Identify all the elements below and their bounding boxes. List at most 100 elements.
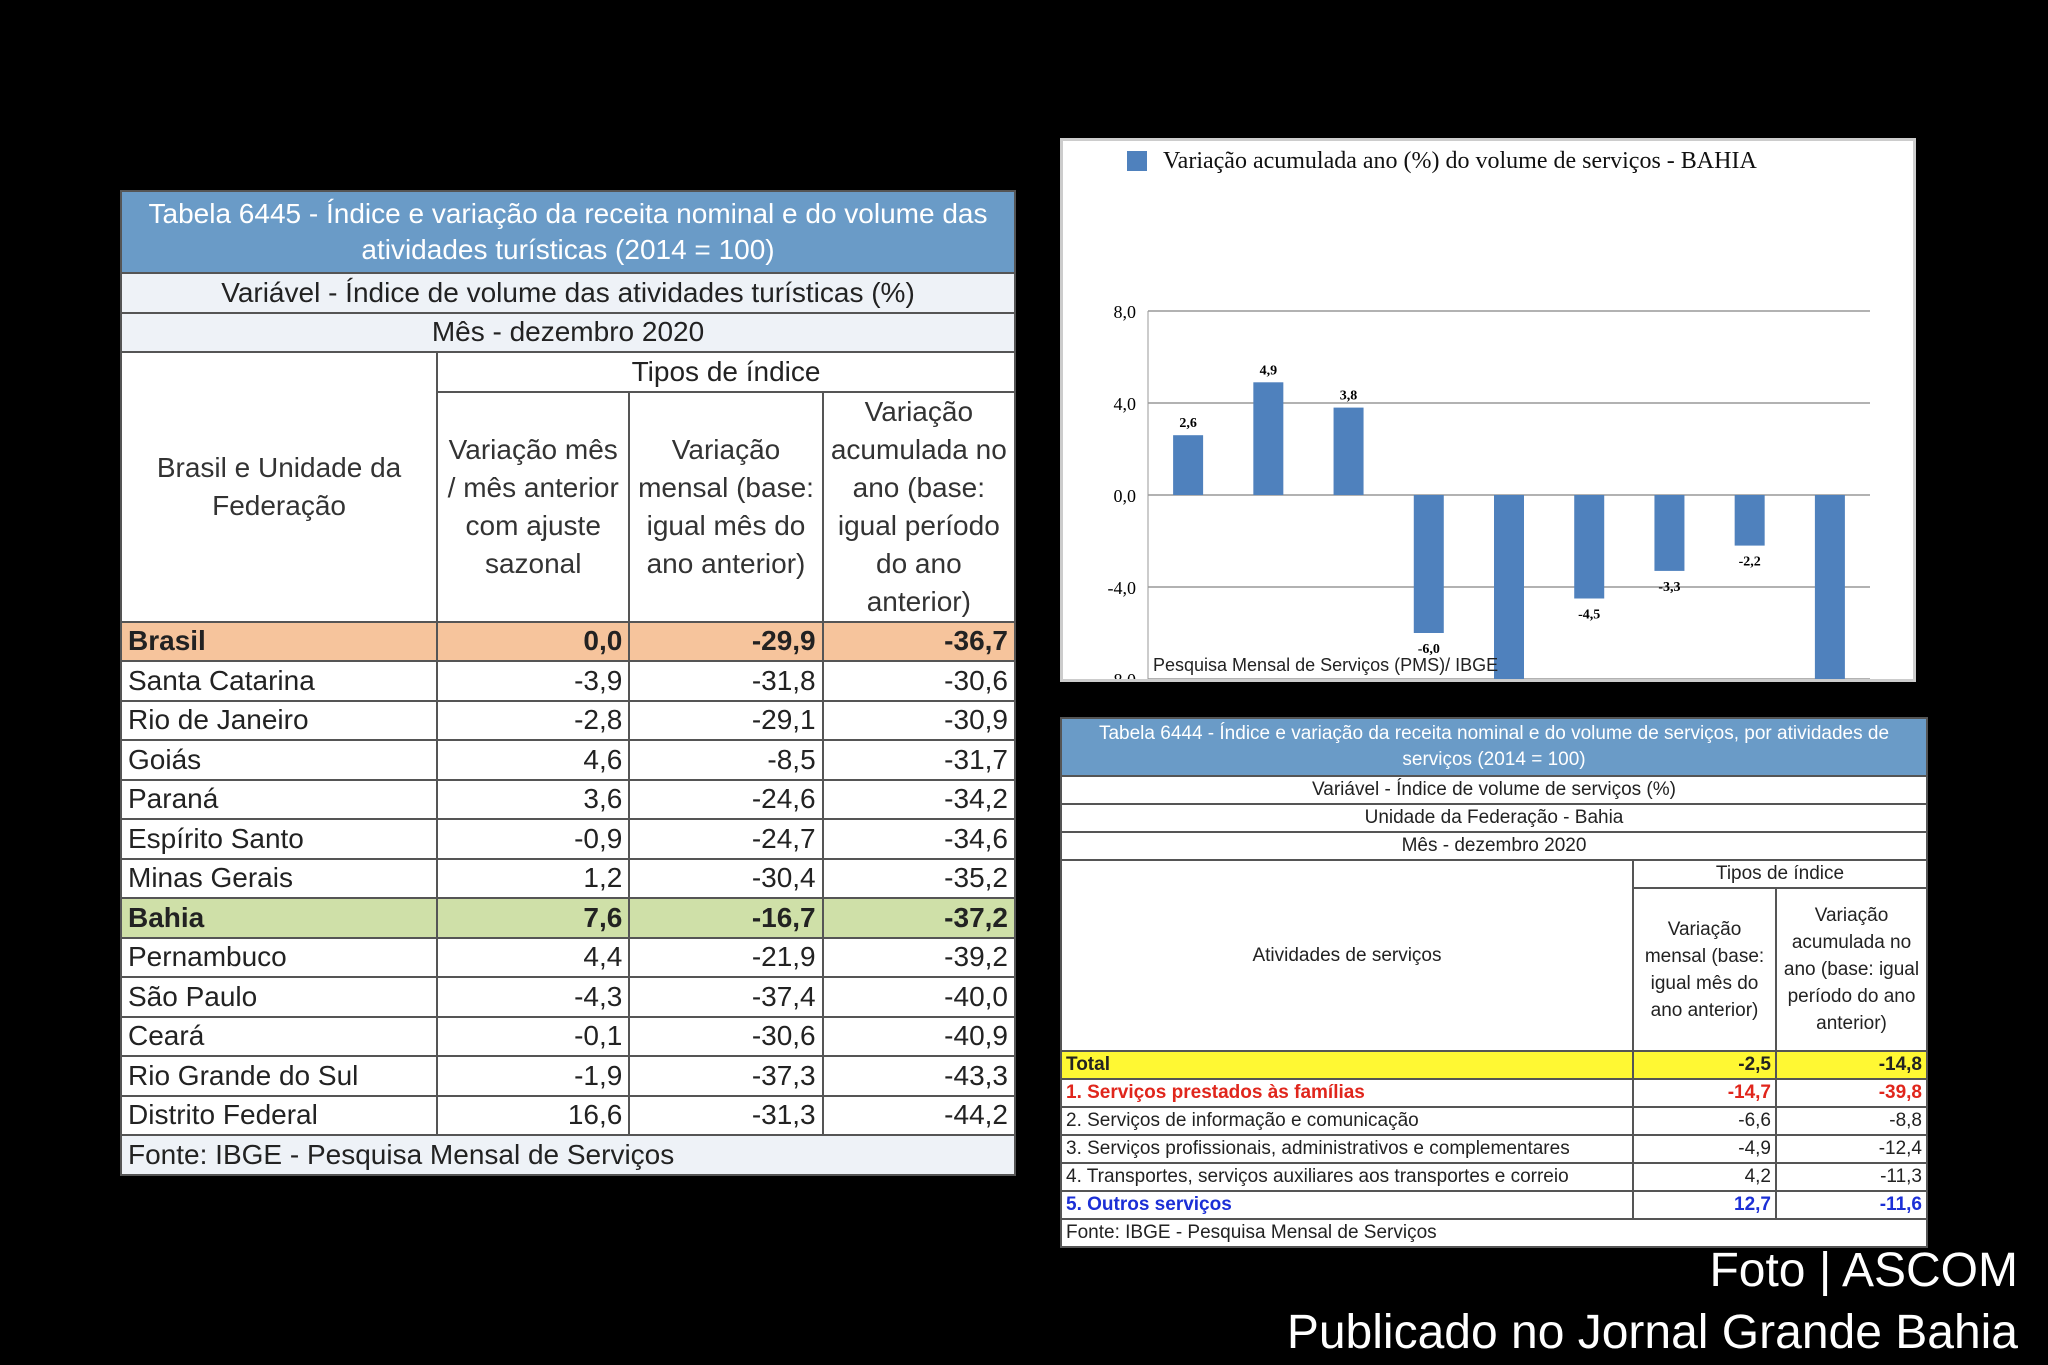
table-cell-value: -34,6	[821, 818, 1017, 860]
bar-2014	[1333, 407, 1364, 495]
table-cell-value: -30,4	[628, 857, 824, 899]
table-cell-value: -12,4	[1775, 1134, 1928, 1164]
table-row: Pernambuco 4,4 -21,9 -39,2	[119, 936, 1017, 978]
table-cell-label: Goiás	[119, 739, 439, 781]
bar-2020	[1814, 495, 1845, 836]
table-cell-value: -37,2	[821, 897, 1017, 939]
table-row: Ceará -0,1 -30,6 -40,9	[119, 1015, 1017, 1057]
table-row: Rio de Janeiro -2,8 -29,1 -30,9	[119, 699, 1017, 741]
y-tick-label: 8,0	[1114, 302, 1137, 322]
data-label: 3,8	[1340, 389, 1358, 404]
table-cell-label: Minas Gerais	[119, 857, 439, 899]
table-cell-label: Total	[1060, 1050, 1634, 1080]
table-source: Fonte: IBGE - Pesquisa Mensal de Serviço…	[1060, 1218, 1928, 1248]
table-cell-value: -30,9	[821, 699, 1017, 741]
table-row: 3. Serviços profissionais, administrativ…	[1060, 1134, 1928, 1164]
table-cell-value: -31,3	[628, 1094, 824, 1136]
legend-swatch	[1127, 151, 1147, 171]
table-cell-label: Espírito Santo	[119, 818, 439, 860]
table-month: Mês - dezembro 2020	[120, 311, 1016, 353]
table-cell-label: 1. Serviços prestados às famílias	[1060, 1078, 1634, 1108]
table-title: Tabela 6445 - Índice e variação da recei…	[120, 190, 1016, 274]
table-cell-label: Rio Grande do Sul	[119, 1055, 439, 1097]
y-tick-label: 4,0	[1114, 394, 1137, 414]
data-label: -4,5	[1578, 608, 1600, 623]
table-row: Brasil 0,0 -29,9 -36,7	[119, 620, 1017, 662]
photo-credit: Foto | ASCOM Publicado no Jornal Grande …	[1287, 1240, 2018, 1364]
data-label: 4,9	[1260, 363, 1278, 378]
table-cell-value: -34,2	[821, 778, 1017, 820]
bar-2017	[1574, 495, 1605, 599]
bar-2013	[1253, 382, 1284, 495]
table-cell-value: -40,9	[821, 1015, 1017, 1057]
data-label: -2,2	[1739, 555, 1761, 570]
table-cell-value: -30,6	[628, 1015, 824, 1057]
table-cell-value: -24,7	[628, 818, 824, 860]
table-row: 1. Serviços prestados às famílias -14,7 -3…	[1060, 1078, 1928, 1108]
table-row: Bahia 7,6 -16,7 -37,2	[119, 897, 1017, 939]
table-cell-value: -24,6	[628, 778, 824, 820]
y-tick-label: 0,0	[1114, 486, 1137, 506]
table-row: Distrito Federal 16,6 -31,3 -44,2	[119, 1094, 1017, 1136]
table-cell-value: -6,6	[1632, 1106, 1777, 1136]
table-cell-value: 1,2	[436, 857, 631, 899]
table-row: Paraná 3,6 -24,6 -34,2	[119, 778, 1017, 820]
table-cell-value: 4,6	[436, 739, 631, 781]
credit-line-1: Foto | ASCOM	[1709, 1244, 2018, 1297]
table-cell-label: Santa Catarina	[119, 660, 439, 702]
table-cell-value: -43,3	[821, 1055, 1017, 1097]
table-cell-value: -35,2	[821, 857, 1017, 899]
data-label: -6,0	[1418, 642, 1440, 657]
table-cell-label: Paraná	[119, 778, 439, 820]
bar-chart: Variação acumulada ano (%) do volume de …	[1060, 138, 1916, 904]
group-header: Tipos de índice	[436, 351, 1016, 393]
table-row: Goiás 4,6 -8,5 -31,7	[119, 739, 1017, 781]
table-cell-value: -3,9	[436, 660, 631, 702]
table-6444: Tabela 6444 - Índice e variação da recei…	[1060, 717, 1928, 1248]
table-cell-value: -14,7	[1632, 1078, 1777, 1108]
table-row: Minas Gerais 1,2 -30,4 -35,2	[119, 857, 1017, 899]
table-cell-value: -11,6	[1775, 1190, 1928, 1220]
table-cell-value: -29,1	[628, 699, 824, 741]
table-cell-value: -4,3	[436, 976, 631, 1018]
table-cell-value: -39,8	[1775, 1078, 1928, 1108]
table-cell-value: -21,9	[628, 936, 824, 978]
table-cell-value: -2,5	[1632, 1050, 1777, 1080]
table-cell-label: 2. Serviços de informação e comunicação	[1060, 1106, 1634, 1136]
column-header: Variação mensal (base: igual mês do ano …	[628, 390, 824, 623]
table-cell-value: -14,8	[1775, 1050, 1928, 1080]
table-cell-value: 4,2	[1632, 1162, 1777, 1192]
y-tick-label: -8,0	[1108, 670, 1137, 679]
bar-2012	[1173, 435, 1204, 495]
table-cell-value: -11,3	[1775, 1162, 1928, 1192]
table-cell-value: -2,8	[436, 699, 631, 741]
table-cell-value: 4,4	[436, 936, 631, 978]
data-label: -3,3	[1658, 580, 1680, 595]
y-tick-label: -4,0	[1108, 578, 1137, 598]
table-cell-value: -0,9	[436, 818, 631, 860]
table-row: 2. Serviços de informação e comunicação -…	[1060, 1106, 1928, 1136]
table-cell-value: -8,8	[1775, 1106, 1928, 1136]
table-cell-value: -37,4	[628, 976, 824, 1018]
table-row: Total -2,5 -14,8	[1060, 1050, 1928, 1080]
table-cell-value: -0,1	[436, 1015, 631, 1057]
table-cell-value: -36,7	[821, 620, 1017, 662]
table-variable: Variável - Índice de volume de serviços …	[1060, 775, 1928, 805]
table-row: São Paulo -4,3 -37,4 -40,0	[119, 976, 1017, 1018]
credit-line-2: Publicado no Jornal Grande Bahia	[1286, 1306, 2018, 1359]
bar-2019	[1734, 495, 1765, 546]
table-cell-label: 3. Serviços profissionais, administrativ…	[1060, 1134, 1634, 1164]
table-row: 4. Transportes, serviços auxiliares aos …	[1060, 1162, 1928, 1192]
table-cell-label: 5. Outros serviços	[1060, 1190, 1634, 1220]
table-6445: Tabela 6445 - Índice e variação da recei…	[119, 190, 1017, 1176]
table-cell-label: Bahia	[119, 897, 439, 939]
chart-svg: Variação acumulada ano (%) do volume de …	[1099, 148, 1871, 904]
table-cell-value: -8,5	[628, 739, 824, 781]
table-cell-value: 16,6	[436, 1094, 631, 1136]
column-header: Variação mensal (base: igual mês do ano …	[1632, 887, 1777, 1052]
table-source: Fonte: IBGE - Pesquisa Mensal de Serviço…	[120, 1134, 1016, 1176]
table-cell-value: -4,9	[1632, 1134, 1777, 1164]
table-cell-value: -31,7	[821, 739, 1017, 781]
table-cell-value: 12,7	[1632, 1190, 1777, 1220]
data-label: 2,6	[1179, 416, 1197, 431]
